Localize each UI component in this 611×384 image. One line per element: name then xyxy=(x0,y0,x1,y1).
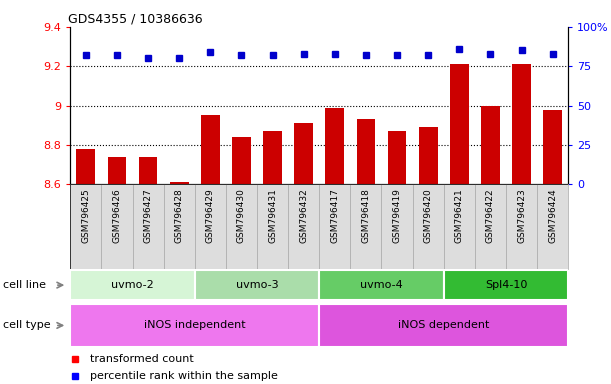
Text: iNOS dependent: iNOS dependent xyxy=(398,320,489,331)
Text: percentile rank within the sample: percentile rank within the sample xyxy=(90,371,278,381)
Text: cell line: cell line xyxy=(3,280,46,290)
Bar xyxy=(537,184,568,269)
Text: GSM796429: GSM796429 xyxy=(206,189,215,243)
Text: GSM796430: GSM796430 xyxy=(237,189,246,243)
Text: GDS4355 / 10386636: GDS4355 / 10386636 xyxy=(68,13,202,26)
Bar xyxy=(70,304,320,347)
Text: GSM796418: GSM796418 xyxy=(362,189,370,243)
Bar xyxy=(201,116,220,184)
Text: GSM796423: GSM796423 xyxy=(517,189,526,243)
Bar xyxy=(288,184,320,269)
Bar xyxy=(357,119,375,184)
Bar xyxy=(444,270,568,300)
Bar xyxy=(350,184,381,269)
Bar xyxy=(257,184,288,269)
Text: GSM796420: GSM796420 xyxy=(423,189,433,243)
Bar xyxy=(320,304,568,347)
Bar xyxy=(232,137,251,184)
Bar xyxy=(139,157,158,184)
Bar xyxy=(481,106,500,184)
Bar xyxy=(263,131,282,184)
Bar xyxy=(444,184,475,269)
Text: GSM796419: GSM796419 xyxy=(392,189,401,243)
Bar xyxy=(326,108,344,184)
Text: GSM796425: GSM796425 xyxy=(81,189,90,243)
Bar xyxy=(506,184,537,269)
Text: Spl4-10: Spl4-10 xyxy=(485,280,527,290)
Bar xyxy=(412,184,444,269)
Text: uvmo-4: uvmo-4 xyxy=(360,280,403,290)
Bar xyxy=(170,182,189,184)
Bar xyxy=(195,270,320,300)
Bar xyxy=(226,184,257,269)
Bar xyxy=(133,184,164,269)
Bar xyxy=(295,123,313,184)
Bar xyxy=(450,64,469,184)
Text: GSM796432: GSM796432 xyxy=(299,189,308,243)
Text: GSM796421: GSM796421 xyxy=(455,189,464,243)
Bar xyxy=(101,184,133,269)
Text: GSM796426: GSM796426 xyxy=(112,189,122,243)
Bar xyxy=(475,184,506,269)
Text: transformed count: transformed count xyxy=(90,354,194,364)
Bar xyxy=(320,184,350,269)
Bar xyxy=(320,270,444,300)
Text: uvmo-3: uvmo-3 xyxy=(236,280,279,290)
Text: GSM796422: GSM796422 xyxy=(486,189,495,243)
Text: GSM796424: GSM796424 xyxy=(548,189,557,243)
Text: GSM796427: GSM796427 xyxy=(144,189,153,243)
Bar xyxy=(76,149,95,184)
Bar xyxy=(419,127,437,184)
Bar xyxy=(164,184,195,269)
Text: GSM796417: GSM796417 xyxy=(331,189,339,243)
Bar xyxy=(108,157,126,184)
Bar xyxy=(388,131,406,184)
Bar xyxy=(381,184,412,269)
Text: GSM796431: GSM796431 xyxy=(268,189,277,243)
Text: cell type: cell type xyxy=(3,320,51,331)
Text: GSM796428: GSM796428 xyxy=(175,189,184,243)
Bar xyxy=(195,184,226,269)
Bar xyxy=(70,270,195,300)
Bar xyxy=(512,64,531,184)
Text: iNOS independent: iNOS independent xyxy=(144,320,246,331)
Text: uvmo-2: uvmo-2 xyxy=(111,280,154,290)
Bar xyxy=(70,184,101,269)
Bar xyxy=(543,109,562,184)
